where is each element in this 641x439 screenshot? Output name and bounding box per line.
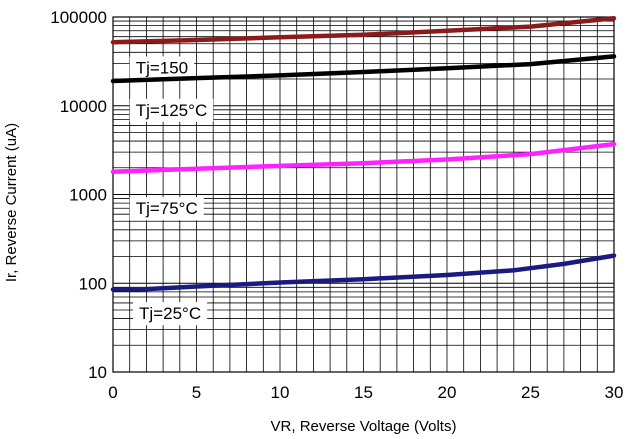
annotation-box <box>133 302 208 326</box>
annotation-box <box>129 197 204 221</box>
annotation-boxes <box>129 56 214 326</box>
y-tick-label: 1000 <box>69 186 107 205</box>
x-tick-label: 20 <box>438 383 457 402</box>
y-tick-label: 100000 <box>50 8 107 27</box>
x-tick-label: 5 <box>192 383 201 402</box>
y-tick-label: 10000 <box>60 97 107 116</box>
annotations: Tj=150 Tj=125°C Tj=75°C Tj=25°C <box>136 58 208 323</box>
x-tick-label: 15 <box>354 383 373 402</box>
series-line <box>110 15 617 45</box>
x-tick-label: 30 <box>605 383 624 402</box>
series-lines <box>110 15 617 292</box>
annotation-label: Tj=75°C <box>136 199 198 218</box>
y-tick-label: 10 <box>88 363 107 382</box>
y-tick-label: 100 <box>79 274 107 293</box>
annotation-box <box>129 56 195 80</box>
x-tick-label: 10 <box>271 383 290 402</box>
y-tick-labels: 10 100 1000 10000 100000 <box>50 8 107 382</box>
annotation-label: Tj=125°C <box>136 101 208 120</box>
x-axis-label: VR, Reverse Voltage (Volts) <box>271 418 457 435</box>
annotation-label: Tj=25°C <box>139 304 201 323</box>
x-tick-label: 0 <box>108 383 117 402</box>
x-tick-labels: 0 5 10 15 20 25 30 <box>108 383 623 402</box>
annotation-box <box>129 98 214 122</box>
series-line <box>110 141 617 175</box>
y-axis-label: Ir, Reverse Current (uA) <box>3 123 20 282</box>
annotation-label: Tj=150 <box>136 58 188 77</box>
plot-frame <box>112 16 615 373</box>
series-line <box>110 54 617 84</box>
x-tick-label: 25 <box>521 383 540 402</box>
series-line <box>110 253 617 292</box>
